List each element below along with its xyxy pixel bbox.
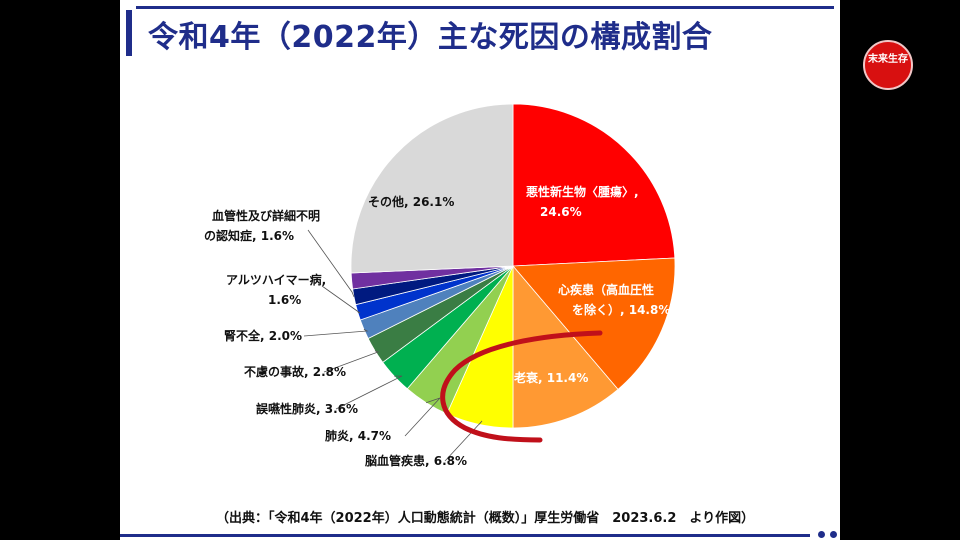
leader-line	[404, 397, 441, 437]
pie-slice	[512, 257, 676, 390]
slice-label: 悪性新生物〈腫瘍〉,	[526, 184, 639, 199]
title-rule	[136, 6, 834, 9]
pie-slice	[512, 103, 676, 267]
slice-label: 肺炎, 4.7%	[325, 428, 391, 443]
slice-label: 老衰, 11.4%	[514, 370, 588, 385]
slice-label: 腎不全, 2.0%	[224, 328, 302, 343]
slice-value-label: を除く）, 14.8%	[572, 302, 670, 317]
leader-line	[335, 375, 403, 410]
slice-label: 不慮の事故, 2.8%	[244, 364, 346, 379]
leader-line	[444, 420, 483, 462]
slice-label: 誤嚥性肺炎, 3.6%	[256, 401, 358, 416]
source-note: （出典：「令和4年（2022年）人口動態統計（概数）」厚生労働省 2023.6.…	[216, 511, 755, 526]
leader-line	[323, 350, 380, 373]
logo-seal: 末来生存	[863, 40, 913, 90]
leader-line	[321, 285, 361, 314]
slide: 令和4年（2022年）主な死因の構成割合 悪性新生物〈腫瘍〉, 24.6% 心疾患（…	[120, 0, 840, 540]
slice-label: 脳血管疾患, 6.8%	[365, 453, 467, 468]
nav-dot	[818, 531, 825, 538]
slice-value-label: の認知症, 1.6%	[204, 228, 294, 243]
leader-line	[307, 229, 355, 298]
pie-slice	[512, 264, 619, 429]
pie-slice	[350, 103, 514, 274]
slice-label: 心疾患（高血圧性	[558, 282, 654, 297]
title-accent-bar	[126, 10, 132, 56]
annotation-stroke	[440, 330, 603, 443]
leader-line	[303, 329, 369, 337]
slice-value-label: 1.6%	[268, 293, 301, 307]
slice-label: 血管性及び詳細不明	[212, 208, 320, 223]
slice-label: アルツハイマー病,	[226, 272, 326, 287]
slice-value-label: 24.6%	[540, 205, 582, 219]
bottom-rule	[120, 534, 810, 537]
logo-text: 末来生存	[868, 54, 908, 65]
page-title: 令和4年（2022年）主な死因の構成割合	[148, 20, 713, 55]
nav-dot	[830, 531, 837, 538]
slice-label: その他, 26.1%	[368, 194, 454, 209]
